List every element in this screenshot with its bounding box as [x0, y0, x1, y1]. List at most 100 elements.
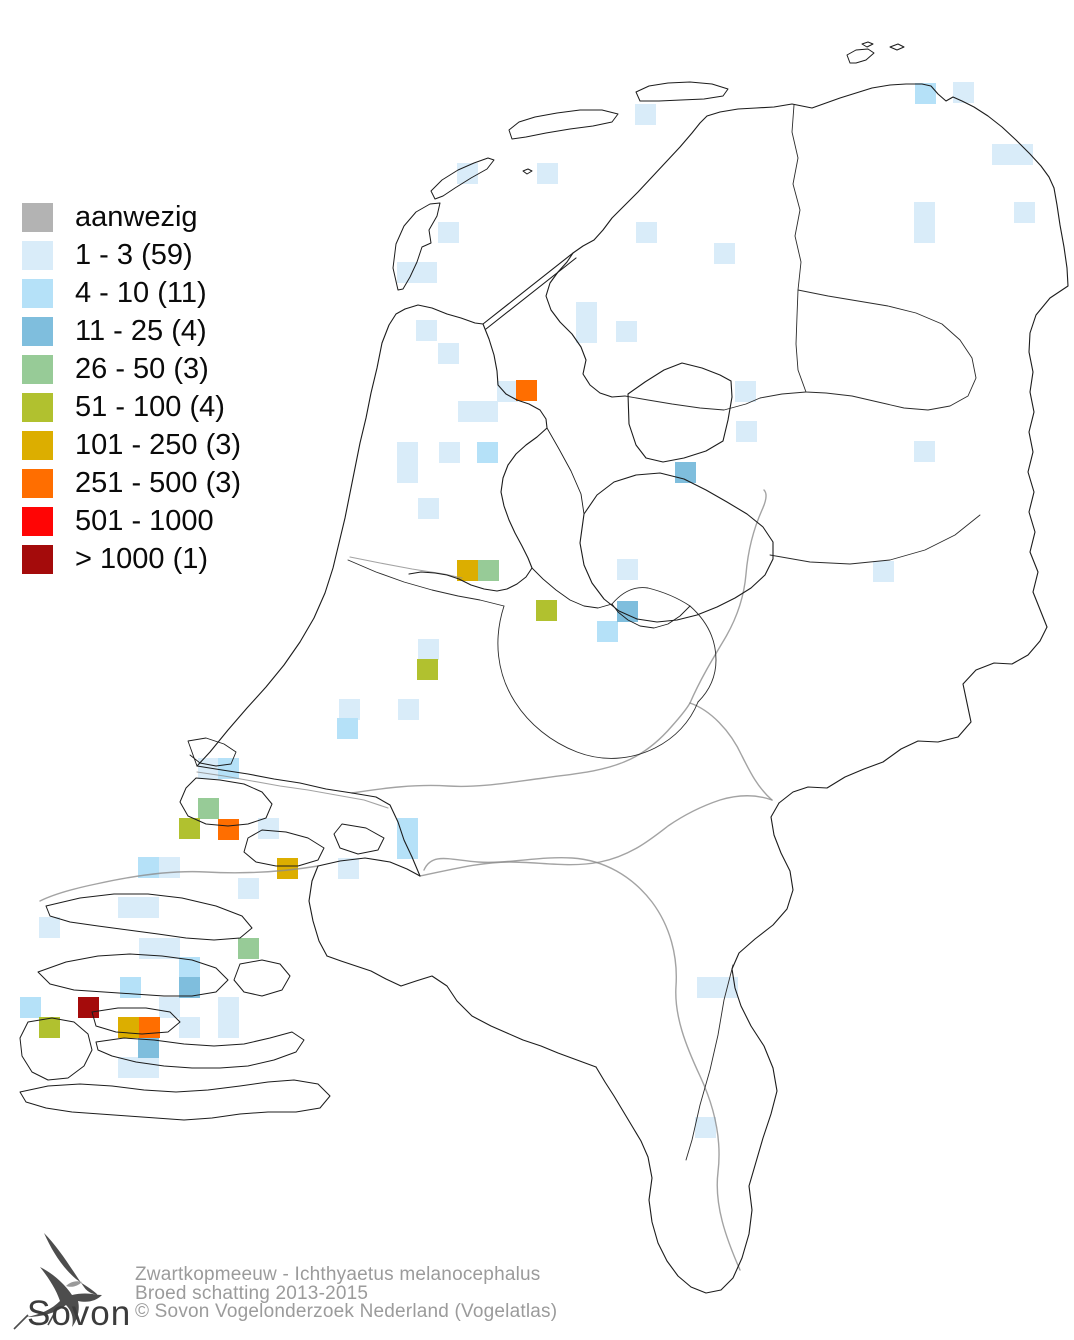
grid-square-1-3: [118, 897, 139, 918]
grid-square-101-250: [277, 858, 298, 879]
grid-square-1-3: [477, 401, 498, 422]
island-schiermonnikoog: [846, 48, 875, 64]
coast-west: [196, 308, 406, 767]
grid-square-1-3: [497, 381, 518, 402]
caption-species: Zwartkopmeeuw - Ichthyaetus melanocephal…: [135, 1264, 541, 1285]
grid-square->1000: [78, 997, 99, 1018]
grid-square-1-3: [39, 917, 60, 938]
grid-square-51-100: [179, 818, 200, 839]
map-caption: Zwartkopmeeuw - Ichthyaetus melanocephal…: [135, 1264, 558, 1322]
coast-friesland-west: [545, 252, 626, 398]
border-drenthe: [795, 289, 977, 411]
grid-square-1-3: [953, 82, 974, 103]
grid-square-4-10: [915, 83, 936, 104]
grid-square-101-250: [457, 560, 478, 581]
legend-swatch-1-3: [22, 240, 53, 270]
legend-row-101-250: 101 - 250 (3): [22, 426, 241, 464]
grid-square-1-3: [697, 977, 718, 998]
legend-label: aanwezig: [75, 200, 198, 233]
grid-square-1-3: [736, 421, 757, 442]
houtribdijk: [546, 427, 585, 515]
border-nh-zh-utrecht: [347, 559, 505, 607]
legend-label: 51 - 100 (4): [75, 390, 225, 423]
island-tholen: [233, 959, 291, 997]
grid-square-1-3: [398, 699, 419, 720]
coastline-layer: [187, 83, 1069, 1294]
grid-square-4-10: [20, 997, 41, 1018]
grid-square-1-3: [735, 381, 756, 402]
island-griend: [522, 168, 533, 175]
grid-square-26-50: [478, 560, 499, 581]
grid-square-4-10: [120, 977, 141, 998]
grid-square-1-3: [416, 320, 437, 341]
island-dordrecht: [333, 823, 385, 855]
grid-square-1-3: [439, 442, 460, 463]
legend-label: 4 - 10 (11): [75, 276, 207, 309]
sovon-logo-text: Sovon: [27, 1294, 132, 1333]
grid-square-1-3: [138, 897, 159, 918]
island-noord-beveland: [91, 1007, 181, 1035]
island-walcheren: [19, 1017, 93, 1081]
grid-square-1-3: [139, 938, 160, 959]
wadden-islands-layer: [392, 41, 905, 291]
afsluitdijk: [482, 252, 577, 330]
legend-row-present: aanwezig: [22, 198, 241, 236]
grid-square-1-3: [438, 222, 459, 243]
grid-square-251-500: [516, 380, 537, 401]
grid-square-251-500: [218, 819, 239, 840]
zeeuws-vlaanderen: [19, 1079, 331, 1121]
grid-square-251-500: [139, 1017, 160, 1038]
island-terschelling: [508, 109, 619, 140]
grid-square-1-3: [635, 104, 656, 125]
grid-square-1-3: [238, 878, 259, 899]
europoort: [187, 737, 237, 767]
border-friesland-groningen: [791, 104, 802, 291]
grid-square-4-10: [337, 718, 358, 739]
caption-copyright: © Sovon Vogelonderzoek Nederland (Vogela…: [135, 1301, 558, 1322]
grid-square-1-3: [636, 222, 657, 243]
legend-swatch-101-250: [22, 430, 53, 460]
legend-swatch-51-100: [22, 392, 53, 422]
border-belgium-brabant: [326, 955, 597, 1068]
grid-square-1-3: [118, 1057, 139, 1078]
legend-label: 251 - 500 (3): [75, 466, 242, 499]
border-overijssel-gelderland: [769, 514, 981, 565]
legend-row-501-1000: 501 - 1000: [22, 502, 241, 540]
grid-squares-layer: [20, 82, 1035, 1138]
grid-square-1-3: [418, 639, 439, 660]
sovon-logo-bird-icon: [13, 1233, 102, 1330]
grid-square-51-100: [536, 600, 557, 621]
grid-square-1-3: [159, 997, 180, 1018]
river-waal: [419, 795, 773, 877]
grid-square-1-3: [714, 243, 735, 264]
legend-swatch-present: [22, 202, 53, 232]
grid-square-4-10: [138, 857, 159, 878]
legend-swatch->1000: [22, 544, 53, 574]
noordoostpolder: [627, 362, 733, 463]
border-utrecht-west: [497, 605, 699, 759]
grid-square-1-3: [397, 442, 418, 463]
legend-swatch-26-50: [22, 354, 53, 384]
grid-square-1-3: [397, 262, 418, 283]
grid-square-1-3: [873, 561, 894, 582]
grid-square-4-10: [477, 442, 498, 463]
grid-square-11-25: [179, 977, 200, 998]
legend-label: 26 - 50 (3): [75, 352, 209, 385]
noordzeekanaal: [349, 556, 463, 579]
grid-square-1-3: [617, 559, 638, 580]
grid-square-1-3: [914, 202, 935, 223]
grid-square-1-3: [537, 163, 558, 184]
coast-north: [572, 83, 1055, 254]
grid-square-1-3: [1014, 202, 1035, 223]
waterweg: [196, 771, 389, 809]
grid-square-1-3: [338, 858, 359, 879]
legend-row-11-25: 11 - 25 (4): [22, 312, 241, 350]
island-zuid-beveland: [95, 1031, 305, 1069]
grid-square-1-3: [1012, 144, 1033, 165]
grid-square-1-3: [179, 1017, 200, 1038]
island-goeree-overflakkee: [45, 893, 253, 941]
grid-square-26-50: [198, 798, 219, 819]
legend-row-251-500: 251 - 500 (3): [22, 464, 241, 502]
legend-label: > 1000 (1): [75, 542, 209, 575]
river-nederrijn: [689, 702, 773, 801]
